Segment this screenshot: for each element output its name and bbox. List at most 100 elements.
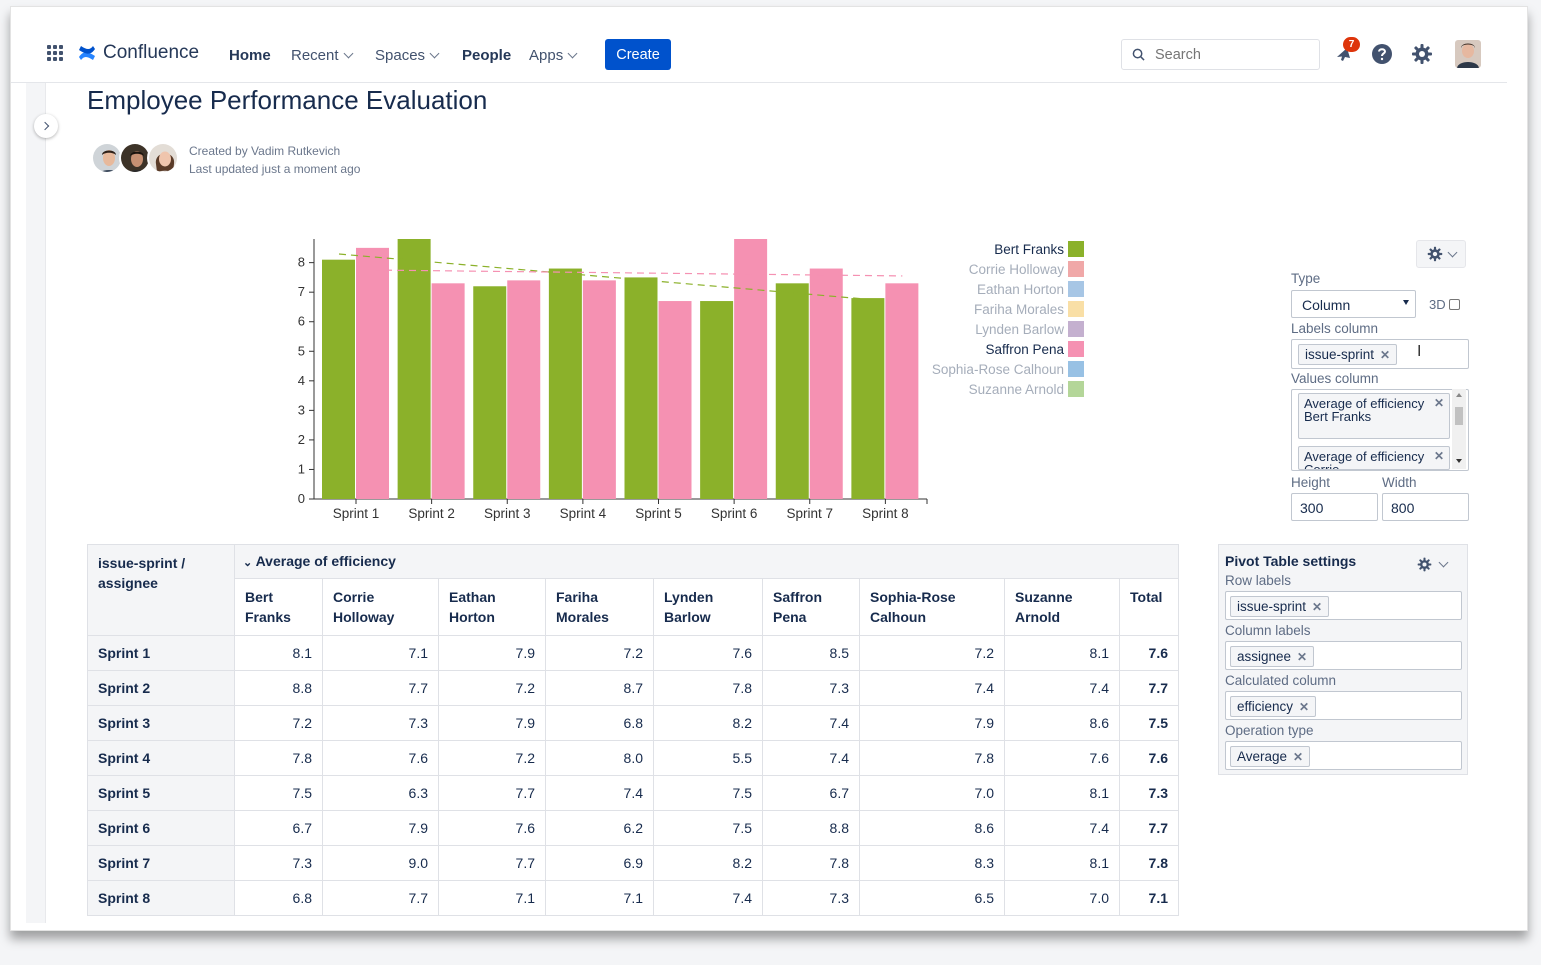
remove-icon[interactable]: ✕ (1380, 347, 1391, 362)
pivot-cell[interactable]: 8.1 (234, 635, 323, 671)
pivot-row-header[interactable]: Sprint 7 (87, 845, 235, 881)
pivot-row-header[interactable]: Sprint 8 (87, 880, 235, 916)
pivot-column-header[interactable]: Fariha Morales (545, 578, 654, 636)
pivot-column-header[interactable]: Total (1119, 578, 1179, 636)
remove-icon[interactable]: ✕ (1297, 649, 1308, 664)
pivot-cell[interactable]: 7.3 (762, 880, 860, 916)
remove-icon[interactable]: ✕ (1312, 599, 1323, 614)
pivot-cell[interactable]: 7.0 (859, 775, 1005, 811)
create-button[interactable]: Create (605, 39, 671, 70)
row-labels-tag[interactable]: issue-sprint ✕ (1230, 596, 1330, 617)
created-by[interactable]: Created by Vadim Rutkevich (189, 144, 341, 158)
pivot-cell[interactable]: 7.8 (234, 740, 323, 776)
pivot-column-header[interactable]: Bert Franks (234, 578, 323, 636)
pivot-cell[interactable]: 7.9 (438, 705, 546, 741)
pivot-column-header[interactable]: Suzanne Arnold (1004, 578, 1120, 636)
pivot-cell[interactable]: 7.7 (438, 775, 546, 811)
pivot-cell[interactable]: 7.7 (322, 880, 439, 916)
search-input[interactable] (1153, 45, 1303, 64)
pivot-cell[interactable]: 8.8 (762, 810, 860, 846)
pivot-column-header[interactable]: Saffron Pena (762, 578, 860, 636)
width-input[interactable]: 800 (1382, 493, 1469, 521)
pivot-total-cell[interactable]: 7.1 (1119, 880, 1179, 916)
pivot-cell[interactable]: 6.3 (322, 775, 439, 811)
pivot-column-header[interactable]: Eathan Horton (438, 578, 546, 636)
nav-people[interactable]: People (462, 47, 511, 64)
labels-column-tag[interactable]: issue-sprint ✕ (1298, 344, 1398, 365)
pivot-cell[interactable]: 7.2 (859, 635, 1005, 671)
pivot-row-header[interactable]: Sprint 1 (87, 635, 235, 671)
pivot-row-header[interactable]: Sprint 5 (87, 775, 235, 811)
pivot-cell[interactable]: 8.2 (653, 845, 763, 881)
confluence-logo[interactable]: Confluence (77, 42, 199, 64)
pivot-row-header[interactable]: Sprint 6 (87, 810, 235, 846)
operation-type-tag[interactable]: Average ✕ (1230, 746, 1311, 767)
pivot-cell[interactable]: 7.4 (762, 705, 860, 741)
values-column-tag[interactable]: Average of efficiency Corrie ✕ (1298, 446, 1450, 470)
pivot-cell[interactable]: 6.8 (234, 880, 323, 916)
legend-item[interactable]: Bert Franks (994, 239, 1084, 259)
pivot-cell[interactable]: 8.1 (1004, 635, 1120, 671)
pivot-cell[interactable]: 6.7 (762, 775, 860, 811)
pivot-cell[interactable]: 7.7 (438, 845, 546, 881)
pivot-total-cell[interactable]: 7.8 (1119, 845, 1179, 881)
height-input[interactable]: 300 (1291, 493, 1378, 521)
column-labels-tag[interactable]: assignee ✕ (1230, 646, 1315, 667)
user-avatar[interactable] (1455, 40, 1481, 68)
pivot-cell[interactable]: 7.8 (859, 740, 1005, 776)
pivot-total-cell[interactable]: 7.3 (1119, 775, 1179, 811)
column-labels-input[interactable]: assignee ✕ (1225, 641, 1462, 670)
nav-spaces[interactable]: Spaces (375, 47, 440, 64)
scrollbar-thumb[interactable] (1455, 407, 1463, 425)
pivot-cell[interactable]: 6.2 (545, 810, 654, 846)
pivot-total-cell[interactable]: 7.7 (1119, 670, 1179, 706)
pivot-row-header[interactable]: Sprint 2 (87, 670, 235, 706)
pivot-cell[interactable]: 7.9 (322, 810, 439, 846)
collapse-chevron-icon[interactable]: ⌄ (243, 557, 253, 569)
pivot-cell[interactable]: 7.4 (859, 670, 1005, 706)
remove-icon[interactable]: ✕ (1293, 749, 1304, 764)
legend-item[interactable]: Saffron Pena (985, 339, 1084, 359)
pivot-column-header[interactable]: Sophia-Rose Calhoun (859, 578, 1005, 636)
remove-icon[interactable]: ✕ (1299, 699, 1310, 714)
legend-item[interactable]: Fariha Morales (974, 299, 1084, 319)
pivot-cell[interactable]: 7.0 (1004, 880, 1120, 916)
pivot-cell[interactable]: 7.4 (545, 775, 654, 811)
nav-home[interactable]: Home (229, 47, 271, 64)
legend-item[interactable]: Lynden Barlow (975, 319, 1084, 339)
scroll-up-icon[interactable] (1456, 393, 1462, 397)
pivot-cell[interactable]: 5.5 (653, 740, 763, 776)
operation-type-input[interactable]: Average ✕ (1225, 741, 1462, 770)
calculated-column-input[interactable]: efficiency ✕ (1225, 691, 1462, 720)
app-switcher-icon[interactable] (47, 45, 65, 63)
pivot-cell[interactable]: 8.1 (1004, 775, 1120, 811)
pivot-cell[interactable]: 6.5 (859, 880, 1005, 916)
help-button[interactable] (1369, 41, 1395, 67)
pivot-cell[interactable]: 7.1 (545, 880, 654, 916)
pivot-cell[interactable]: 7.4 (653, 880, 763, 916)
pivot-cell[interactable]: 7.4 (1004, 670, 1120, 706)
pivot-row-header[interactable]: Sprint 4 (87, 740, 235, 776)
pivot-total-cell[interactable]: 7.6 (1119, 635, 1179, 671)
pivot-cell[interactable]: 7.2 (438, 740, 546, 776)
pivot-column-header[interactable]: Lynden Barlow (653, 578, 763, 636)
legend-item[interactable]: Eathan Horton (977, 279, 1084, 299)
pivot-cell[interactable]: 7.1 (322, 635, 439, 671)
legend-item[interactable]: Sophia-Rose Calhoun (932, 359, 1084, 379)
pivot-cell[interactable]: 8.5 (762, 635, 860, 671)
avatar[interactable] (147, 142, 179, 174)
checkbox-icon[interactable] (1448, 299, 1460, 310)
pivot-settings-menu-button[interactable] (1417, 557, 1449, 572)
nav-apps[interactable]: Apps (529, 47, 578, 64)
pivot-cell[interactable]: 7.6 (1004, 740, 1120, 776)
expand-sidebar-button[interactable] (34, 114, 58, 138)
pivot-cell[interactable]: 7.3 (234, 845, 323, 881)
pivot-cell[interactable]: 7.9 (438, 635, 546, 671)
pivot-cell[interactable]: 7.8 (653, 670, 763, 706)
pivot-cell[interactable]: 8.1 (1004, 845, 1120, 881)
pivot-cell[interactable]: 7.5 (653, 810, 763, 846)
pivot-cell[interactable]: 7.9 (859, 705, 1005, 741)
pivot-cell[interactable]: 7.2 (438, 670, 546, 706)
pivot-cell[interactable]: 7.2 (545, 635, 654, 671)
pivot-cell[interactable]: 8.6 (1004, 705, 1120, 741)
